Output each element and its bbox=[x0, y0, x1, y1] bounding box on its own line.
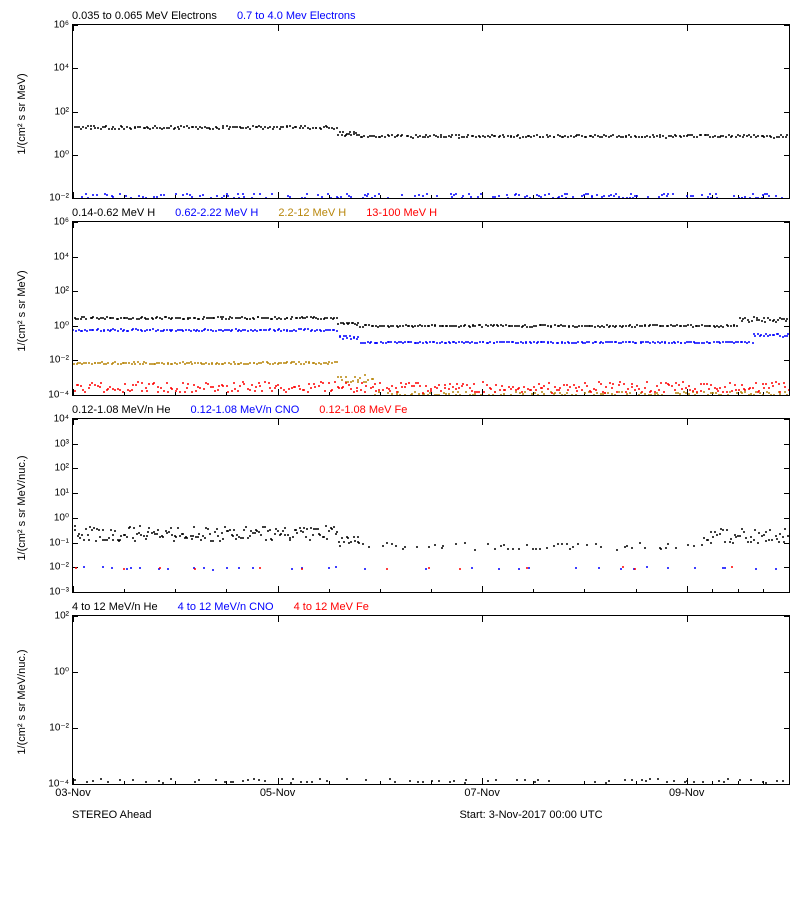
data-layer bbox=[73, 222, 789, 395]
chart-container: 0.035 to 0.065 MeV Electrons 0.7 to 4.0 M… bbox=[10, 10, 790, 821]
y-axis-label: 1/(cm² s sr MeV) bbox=[16, 73, 28, 154]
y-tick-label: 10⁶ bbox=[54, 217, 73, 228]
legend-item: 0.12-1.08 MeV/n He bbox=[72, 404, 170, 416]
y-tick-label: 10⁴ bbox=[54, 251, 73, 262]
x-tick-label: 09-Nov bbox=[669, 784, 704, 799]
y-axis-label: 1/(cm² s sr MeV/nuc.) bbox=[16, 455, 28, 560]
y-tick-label: 10⁻² bbox=[49, 193, 73, 204]
panel-hydrogen: 0.14-0.62 MeV H 0.62-2.22 MeV H 2.2-12 MeV… bbox=[10, 207, 790, 396]
y-tick-label: 10² bbox=[55, 611, 73, 622]
legend: 4 to 12 MeV/n He 4 to 12 MeV/n CNO 4 to 12… bbox=[10, 601, 790, 615]
y-tick-label: 10⁰ bbox=[54, 320, 73, 331]
legend-item: 4 to 12 MeV/n CNO bbox=[178, 601, 274, 613]
y-tick-label: 10¹ bbox=[55, 488, 73, 499]
plot-area: 10⁻⁴10⁻²10⁰10²03-Nov05-Nov07-Nov09-Nov bbox=[72, 615, 790, 785]
panel-heavy-high: 4 to 12 MeV/n He 4 to 12 MeV/n CNO 4 to 12… bbox=[10, 601, 790, 785]
y-tick-label: 10⁻⁴ bbox=[48, 390, 73, 401]
legend: 0.035 to 0.065 MeV Electrons 0.7 to 4.0 M… bbox=[10, 10, 790, 24]
legend-item: 0.14-0.62 MeV H bbox=[72, 207, 155, 219]
y-tick-label: 10⁶ bbox=[54, 20, 73, 31]
y-axis-label: 1/(cm² s sr MeV) bbox=[16, 270, 28, 351]
y-tick-label: 10⁴ bbox=[54, 414, 73, 425]
y-tick-label: 10⁻³ bbox=[49, 587, 73, 598]
x-tick-label: 07-Nov bbox=[464, 784, 499, 799]
footer-start-time: Start: 3-Nov-2017 00:00 UTC bbox=[272, 809, 790, 821]
y-tick-label: 10² bbox=[55, 463, 73, 474]
plot-area: 10⁻²10⁰10²10⁴10⁶ bbox=[72, 24, 790, 199]
legend-item: 0.62-2.22 MeV H bbox=[175, 207, 258, 219]
data-layer bbox=[73, 616, 789, 784]
legend-item: 2.2-12 MeV H bbox=[278, 207, 346, 219]
x-tick-label: 05-Nov bbox=[260, 784, 295, 799]
legend-item: 0.035 to 0.065 MeV Electrons bbox=[72, 10, 217, 22]
y-tick-label: 10² bbox=[55, 106, 73, 117]
legend-item: 13-100 MeV H bbox=[366, 207, 437, 219]
y-axis-label: 1/(cm² s sr MeV/nuc.) bbox=[16, 649, 28, 754]
plot-area: 10⁻³10⁻²10⁻¹10⁰10¹10²10³10⁴ bbox=[72, 418, 790, 593]
legend-item: 0.12-1.08 MeV Fe bbox=[319, 404, 407, 416]
y-tick-label: 10⁻¹ bbox=[49, 537, 73, 548]
legend-item: 0.7 to 4.0 Mev Electrons bbox=[237, 10, 356, 22]
x-tick-label: 03-Nov bbox=[55, 784, 90, 799]
footer-source: STEREO Ahead bbox=[72, 809, 272, 821]
y-tick-label: 10⁻² bbox=[49, 355, 73, 366]
legend-item: 4 to 12 MeV/n He bbox=[72, 601, 158, 613]
legend: 0.12-1.08 MeV/n He 0.12-1.08 MeV/n CNO 0.1… bbox=[10, 404, 790, 418]
plot-area: 10⁻⁴10⁻²10⁰10²10⁴10⁶ bbox=[72, 221, 790, 396]
y-tick-label: 10³ bbox=[55, 438, 73, 449]
y-tick-label: 10⁻² bbox=[49, 562, 73, 573]
panel-heavy-low: 0.12-1.08 MeV/n He 0.12-1.08 MeV/n CNO 0.1… bbox=[10, 404, 790, 593]
y-tick-label: 10⁰ bbox=[54, 149, 73, 160]
y-tick-label: 10⁰ bbox=[54, 667, 73, 678]
data-layer bbox=[73, 25, 789, 198]
legend-item: 4 to 12 MeV Fe bbox=[294, 601, 369, 613]
y-tick-label: 10⁰ bbox=[54, 512, 73, 523]
y-tick-label: 10⁻² bbox=[49, 723, 73, 734]
y-tick-label: 10⁴ bbox=[54, 63, 73, 74]
legend-item: 0.12-1.08 MeV/n CNO bbox=[190, 404, 299, 416]
y-tick-label: 10² bbox=[55, 286, 73, 297]
legend: 0.14-0.62 MeV H 0.62-2.22 MeV H 2.2-12 MeV… bbox=[10, 207, 790, 221]
data-layer bbox=[73, 419, 789, 592]
panel-electrons: 0.035 to 0.065 MeV Electrons 0.7 to 4.0 M… bbox=[10, 10, 790, 199]
